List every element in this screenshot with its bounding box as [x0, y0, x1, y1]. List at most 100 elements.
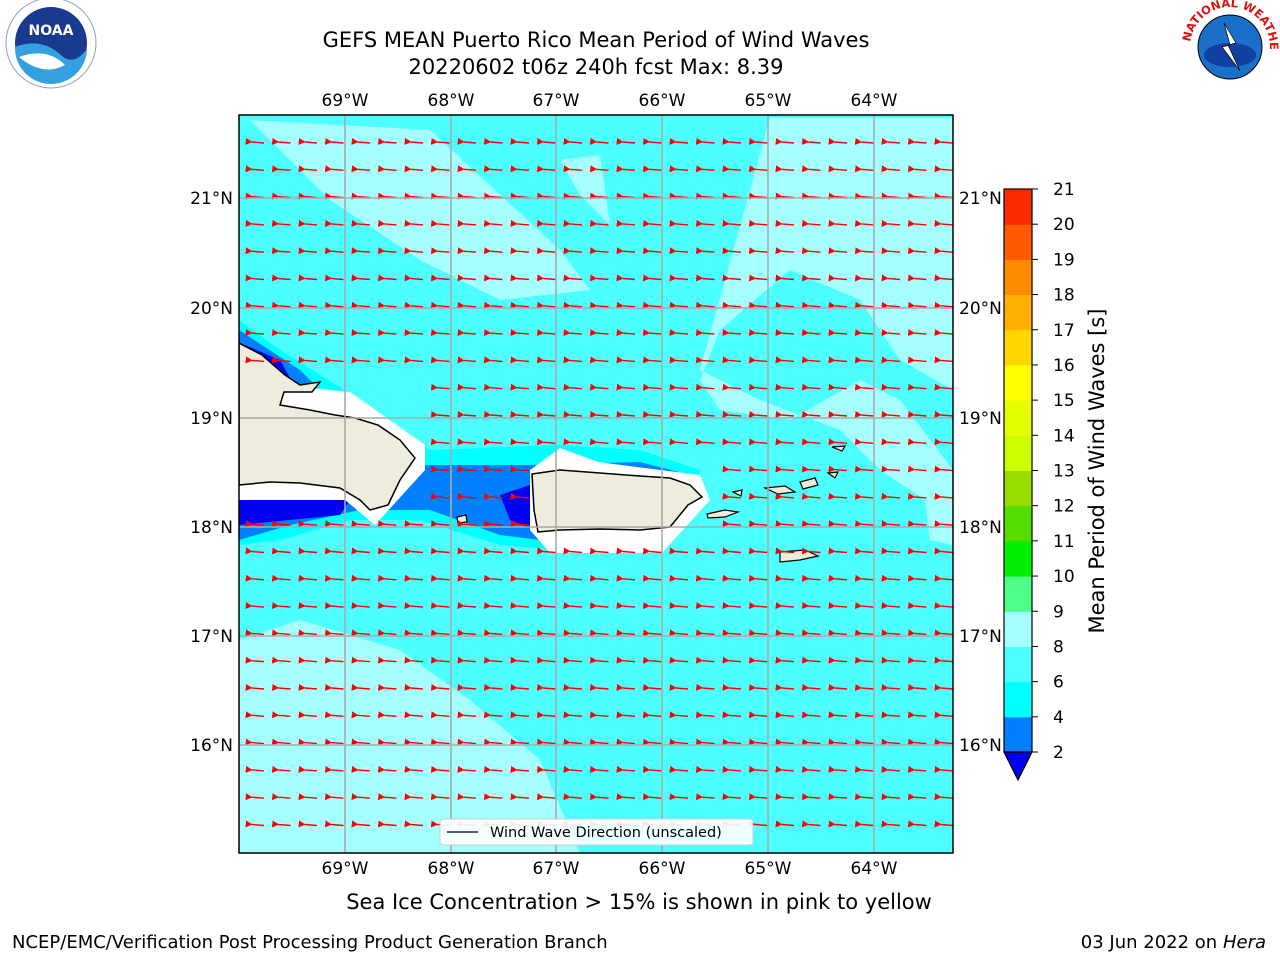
lat-label: 18°N [959, 518, 1002, 538]
wind-wave-arrow [457, 165, 477, 173]
wind-wave-arrow [324, 165, 344, 173]
wind-wave-arrow [775, 820, 795, 828]
lon-label: 65°W [745, 91, 792, 111]
colorbar-tick-label: 15 [1053, 391, 1075, 411]
wind-wave-arrow [907, 547, 927, 555]
wind-wave-arrow [245, 629, 265, 637]
wind-wave-arrow [801, 274, 821, 282]
wind-wave-arrow [430, 656, 450, 664]
wind-wave-arrow [404, 219, 424, 227]
wind-wave-arrow [695, 574, 715, 582]
wind-wave-arrow [722, 438, 742, 446]
wind-wave-arrow [510, 547, 530, 555]
wind-wave-arrow [722, 520, 742, 528]
wind-wave-arrow [828, 711, 848, 719]
date-text: 03 Jun 2022 on Hera [1081, 932, 1266, 953]
wind-wave-arrow [510, 793, 530, 801]
wind-wave-arrow [669, 711, 689, 719]
wind-wave-arrow [722, 738, 742, 746]
wind-wave-arrow [881, 137, 901, 145]
wind-wave-arrow [483, 137, 503, 145]
colorbar-tick-label: 21 [1053, 180, 1075, 200]
wind-wave-arrow [775, 165, 795, 173]
colorbar-segment [1004, 329, 1032, 366]
wind-wave-arrow [881, 465, 901, 473]
wind-wave-arrow [907, 301, 927, 309]
wind-wave-arrow [854, 410, 874, 418]
wind-wave-arrow [430, 520, 450, 528]
wind-wave-arrow [934, 274, 953, 282]
wind-wave-arrow [775, 765, 795, 773]
wind-wave-arrow [298, 274, 318, 282]
wind-wave-arrow [483, 383, 503, 391]
wind-wave-arrow [430, 301, 450, 309]
graticule [239, 115, 953, 853]
wind-wave-arrow [457, 793, 477, 801]
wind-wave-arrow [934, 711, 953, 719]
wind-wave-arrow [510, 711, 530, 719]
wind-wave-arrow [854, 574, 874, 582]
wind-wave-arrow [457, 438, 477, 446]
period-8-9-region-north [250, 120, 590, 300]
wind-wave-arrow [483, 683, 503, 691]
wind-wave-arrow [881, 165, 901, 173]
wind-wave-arrow [536, 247, 556, 255]
lon-label: 68°W [428, 91, 475, 111]
wind-wave-arrow [748, 683, 768, 691]
wind-wave-arrow [669, 356, 689, 364]
wind-wave-arrow [377, 602, 397, 610]
wind-wave-arrow [377, 137, 397, 145]
wind-wave-arrow [722, 465, 742, 473]
wind-wave-arrow [854, 137, 874, 145]
wind-wave-arrow [404, 602, 424, 610]
wind-wave-arrow [483, 465, 503, 473]
lat-label: 16°N [190, 736, 233, 756]
wind-wave-arrow [934, 465, 953, 473]
wind-wave-arrow [589, 629, 609, 637]
wind-wave-arrow [669, 165, 689, 173]
wind-wave-arrow [589, 165, 609, 173]
wind-wave-arrow [616, 383, 636, 391]
wind-wave-arrow [271, 793, 291, 801]
wind-wave-arrow [563, 219, 583, 227]
wind-wave-arrow [775, 629, 795, 637]
wind-wave-arrow [934, 547, 953, 555]
wind-wave-arrow [351, 520, 371, 528]
wind-wave-arrow [377, 738, 397, 746]
wind-wave-arrow [748, 465, 768, 473]
wind-wave-arrow [245, 656, 265, 664]
wind-wave-arrow [854, 547, 874, 555]
wind-wave-arrow [722, 383, 742, 391]
wind-wave-arrow [881, 383, 901, 391]
wind-wave-arrow [669, 383, 689, 391]
wind-wave-arrow [536, 438, 556, 446]
wind-wave-arrow [907, 383, 927, 391]
wind-wave-arrow [828, 383, 848, 391]
wind-wave-arrow [722, 219, 742, 227]
wind-wave-arrow [907, 656, 927, 664]
wind-wave-arrow [271, 520, 291, 528]
wind-wave-arrow [934, 329, 953, 337]
colorbar-tick-label: 11 [1053, 532, 1075, 552]
colorbar-segment [1004, 681, 1032, 718]
wind-wave-arrow [298, 329, 318, 337]
wind-wave-arrow [563, 329, 583, 337]
wind-wave-arrow [616, 274, 636, 282]
wind-wave-arrow [828, 410, 848, 418]
wind-wave-arrow [907, 465, 927, 473]
wind-wave-arrow [536, 656, 556, 664]
wind-wave-arrow [695, 301, 715, 309]
wind-wave-arrow [616, 738, 636, 746]
wind-wave-arrow [748, 629, 768, 637]
wind-wave-arrow [748, 602, 768, 610]
wind-wave-arrow [245, 329, 265, 337]
wind-wave-arrow [748, 329, 768, 337]
wind-wave-arrow [430, 738, 450, 746]
wind-wave-arrow [245, 356, 265, 364]
wind-wave-arrow [642, 547, 662, 555]
wind-wave-arrow [828, 274, 848, 282]
wind-wave-arrow [722, 547, 742, 555]
lat-label: 16°N [959, 736, 1002, 756]
wind-wave-arrow [907, 219, 927, 227]
wind-wave-arrow [510, 165, 530, 173]
